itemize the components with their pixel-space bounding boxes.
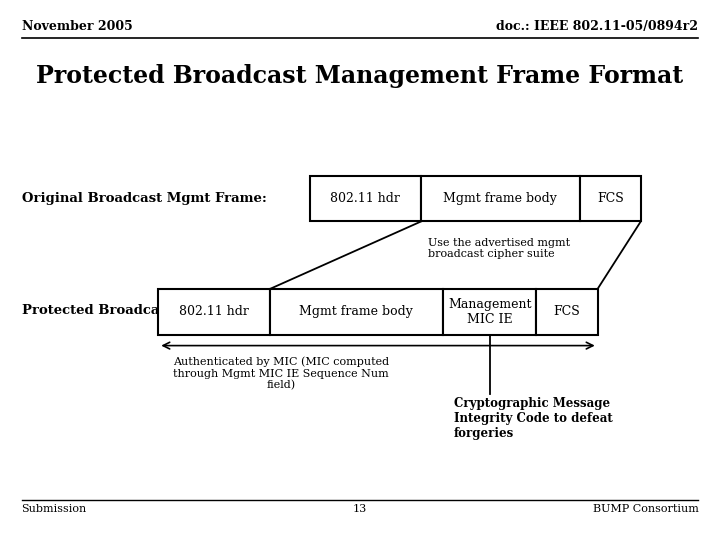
Text: FCS: FCS [554, 305, 580, 319]
Text: 802.11 hdr: 802.11 hdr [330, 192, 400, 205]
Bar [158, 289, 270, 335]
Bar [536, 289, 598, 335]
Text: Use the advertised mgmt
broadcast cipher suite: Use the advertised mgmt broadcast cipher… [428, 238, 570, 259]
Text: 802.11 hdr: 802.11 hdr [179, 305, 249, 319]
Bar [443, 289, 536, 335]
Bar [310, 176, 421, 221]
Text: Mgmt frame body: Mgmt frame body [300, 305, 413, 319]
Text: Submission: Submission [22, 504, 87, 514]
Text: Protected Broadcast Mgmt Frame:: Protected Broadcast Mgmt Frame: [22, 304, 277, 317]
Bar [270, 289, 443, 335]
Text: November 2005: November 2005 [22, 21, 132, 33]
Text: Protected Broadcast Management Frame Format: Protected Broadcast Management Frame For… [37, 64, 683, 87]
Text: Original Broadcast Mgmt Frame:: Original Broadcast Mgmt Frame: [22, 192, 266, 205]
Text: BUMP Consortium: BUMP Consortium [593, 504, 698, 514]
Bar [421, 176, 580, 221]
Text: doc.: IEEE 802.11-05/0894r2: doc.: IEEE 802.11-05/0894r2 [496, 21, 698, 33]
Text: Management
MIC IE: Management MIC IE [448, 298, 531, 326]
Text: 13: 13 [353, 504, 367, 514]
Bar [580, 176, 641, 221]
Text: Authenticated by MIC (MIC computed
through Mgmt MIC IE Sequence Num
field): Authenticated by MIC (MIC computed throu… [173, 356, 389, 390]
Text: Mgmt frame body: Mgmt frame body [444, 192, 557, 205]
Text: Cryptographic Message
Integrity Code to defeat
forgeries: Cryptographic Message Integrity Code to … [454, 397, 612, 440]
Text: FCS: FCS [597, 192, 624, 205]
